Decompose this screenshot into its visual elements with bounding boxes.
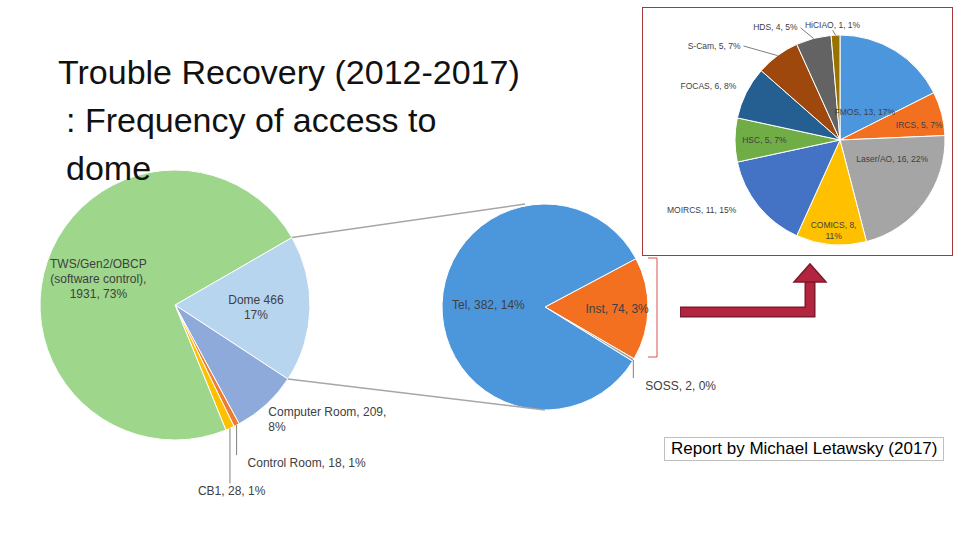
html-text:: Frequency of access to dome: : Frequency of access to dome <box>66 101 437 187</box>
svg-text:MOIRCS, 11, 15%: MOIRCS, 11, 15% <box>667 205 737 215</box>
svg-text:CB1, 28, 1%: CB1, 28, 1% <box>198 484 266 498</box>
svg-text:Computer Room, 209,8%: Computer Room, 209,8% <box>268 405 386 434</box>
svg-text:Laser/AO, 16, 22%: Laser/AO, 16, 22% <box>856 154 928 164</box>
html-text:Report by Michael Letawsky (20: Report by Michael Letawsky (2017) <box>671 439 938 458</box>
svg-text:SOSS, 2, 0%: SOSS, 2, 0% <box>645 379 716 393</box>
html-text:Trouble Recovery (2012-2017): Trouble Recovery (2012-2017) <box>58 53 520 91</box>
svg-text:Dome 46617%: Dome 46617% <box>228 293 284 322</box>
svg-text:Tel, 382, 14%: Tel, 382, 14% <box>452 298 525 312</box>
svg-text:COMICS, 8,11%: COMICS, 8,11% <box>811 220 857 241</box>
svg-text:Inst, 74, 3%: Inst, 74, 3% <box>585 302 649 316</box>
svg-text:FOCAS, 6, 8%: FOCAS, 6, 8% <box>680 81 736 91</box>
svg-text:TWS/Gen2/OBCP(software control: TWS/Gen2/OBCP(software control),1931, 73… <box>50 257 147 301</box>
svg-text:HSC, 5, 7%: HSC, 5, 7% <box>742 135 787 145</box>
svg-text:Control Room, 18, 1%: Control Room, 18, 1% <box>248 456 366 470</box>
svg-text:S-Cam, 5, 7%: S-Cam, 5, 7% <box>688 41 741 51</box>
svg-text:IRCS, 5, 7%: IRCS, 5, 7% <box>896 120 943 130</box>
svg-text:HiCIAO, 1, 1%: HiCIAO, 1, 1% <box>805 20 861 30</box>
svg-text:HDS, 4, 5%: HDS, 4, 5% <box>753 22 798 32</box>
svg-text:FMOS, 13, 17%: FMOS, 13, 17% <box>835 107 896 117</box>
